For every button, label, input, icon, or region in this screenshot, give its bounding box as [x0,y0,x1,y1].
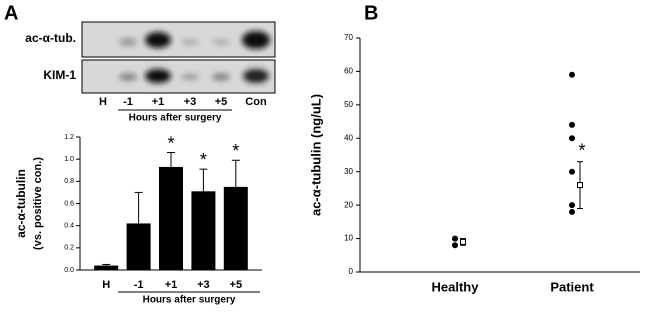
data-point [569,135,575,142]
significance-marker: * [200,150,207,170]
bar [159,166,183,270]
y-tick-label: 1.2 [64,134,74,141]
x-tick-label: +1 [165,279,178,291]
x-tick-label: Patient [550,279,594,294]
data-point [569,168,575,175]
y-tick-label: 1.0 [64,156,74,163]
blot-lane-label: +1 [152,96,165,108]
bar [191,191,216,270]
y-tick-label: 0.8 [64,178,74,185]
significance-marker: * [232,141,239,161]
y-axis-label: ac-α-tubulin (ng/uL) [308,94,323,216]
x-tick-label: -1 [134,279,144,291]
mean-marker [577,182,583,189]
blot-lane-label: +3 [184,96,197,108]
blot-strip [81,59,276,94]
data-point [452,235,458,242]
y-tick-label: 10 [344,234,353,243]
significance-marker: * [167,133,174,153]
y-tick-label: 20 [344,200,353,209]
x-tick-label: H [102,279,110,291]
y-tick-label: 60 [344,67,353,76]
y-tick-label: 0.0 [64,267,74,274]
bar [94,265,119,270]
x-tick-label: +3 [197,279,210,291]
blot-group-label: Hours after surgery [129,113,222,124]
x-tick-label: +5 [230,279,243,291]
y-tick-label: 0.2 [64,245,74,252]
y-axis-label: ac-α-tubulin [14,169,28,238]
y-axis-label: (vs. positive con.) [32,157,44,250]
mean-marker [460,238,466,245]
blot-lane-label: Con [245,96,267,108]
y-tick-label: 50 [344,100,353,109]
data-point [452,242,458,249]
blot-lane-label: H [99,96,107,108]
y-tick-label: 0 [349,267,354,276]
data-point [569,121,575,128]
blot-row-label: ac-α-tub. [25,31,76,45]
panel-label: B [364,2,378,24]
blot [81,21,276,94]
blot-lane-label: +5 [215,96,228,108]
y-tick-label: 70 [344,33,353,42]
blot-lane-label: -1 [123,96,133,108]
significance-marker: * [578,140,585,160]
blot-row-label: KIM-1 [43,68,76,82]
panel-label: A [4,2,18,24]
bar [223,186,248,270]
data-point [569,202,575,209]
y-tick-label: 40 [344,133,353,142]
x-axis-label: Hours after surgery [143,295,236,306]
x-tick-label: Healthy [432,279,480,294]
y-tick-label: 0.6 [64,200,74,207]
blot-bands [119,31,270,83]
data-point [569,208,575,215]
y-tick-label: 0.4 [64,223,74,230]
y-tick-label: 30 [344,167,353,176]
bar [126,223,151,270]
data-point [569,71,575,78]
